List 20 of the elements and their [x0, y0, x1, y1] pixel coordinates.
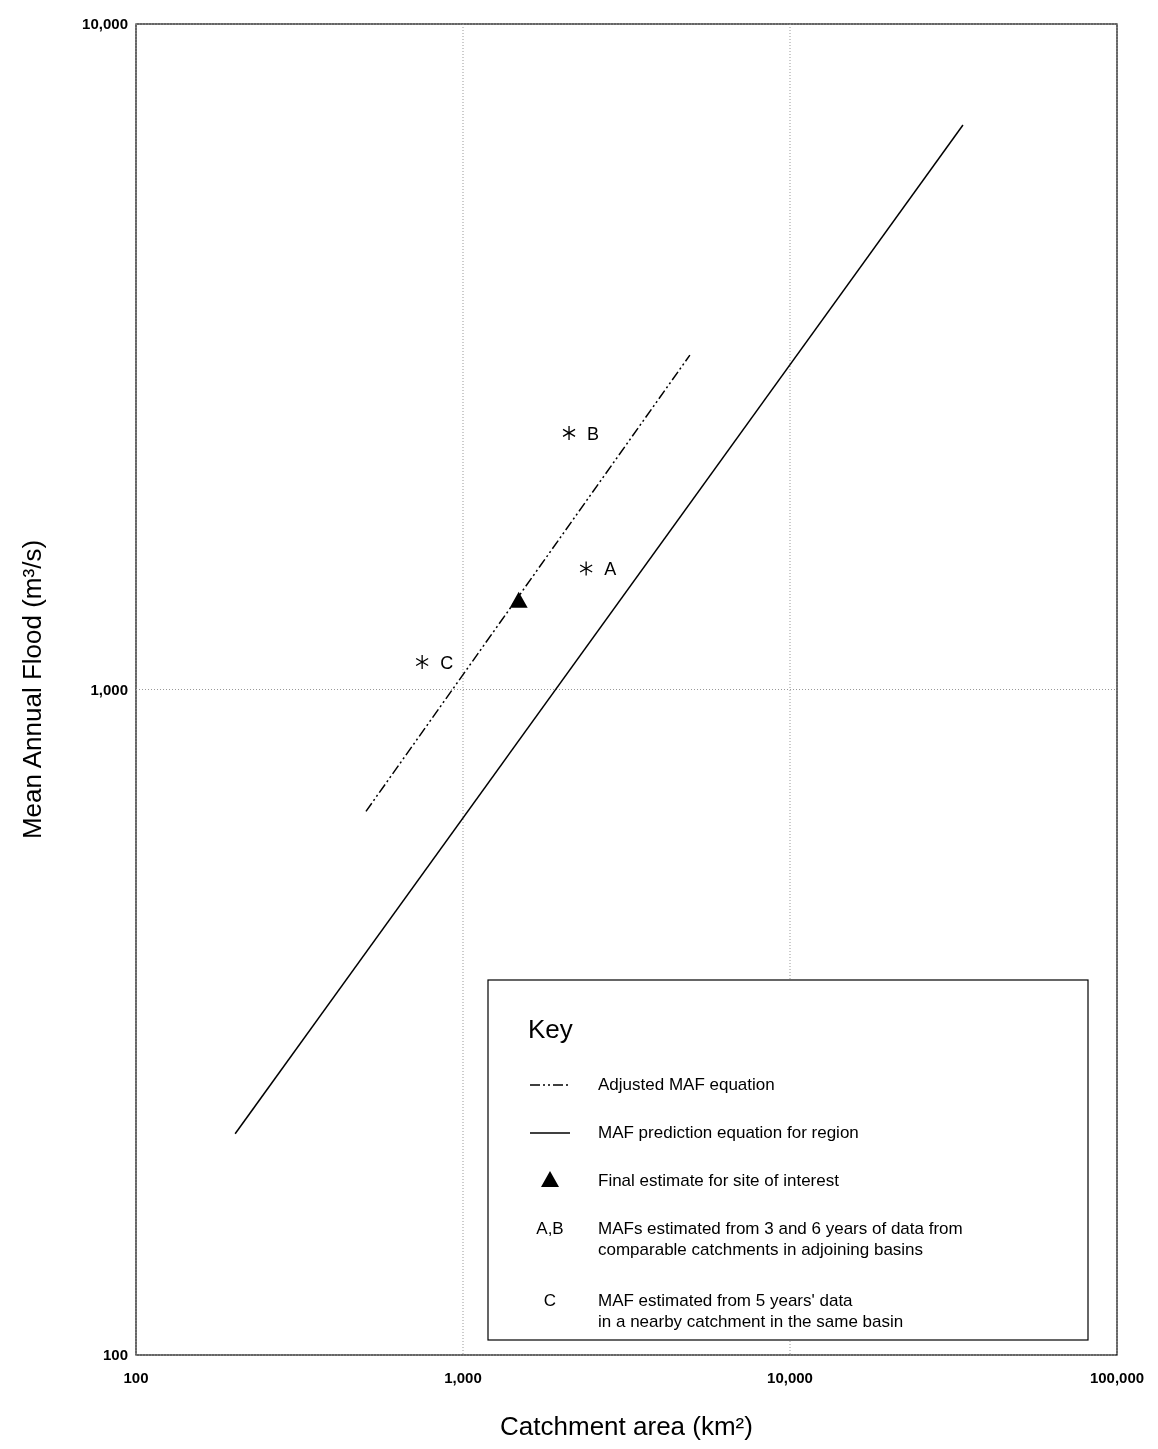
legend-label: Final estimate for site of interest: [598, 1171, 840, 1190]
annotation: B: [587, 423, 600, 444]
y-tick-label: 100: [102, 1346, 128, 1363]
y-axis-title: Mean Annual Flood (m³/s): [17, 539, 47, 840]
annotation: C: [440, 652, 454, 673]
x-tick-label: 100: [123, 1369, 149, 1386]
annotation: A: [604, 559, 617, 580]
annotation: MAF estimated from 5 years' data in a nearby catchment in the same basin: [598, 1291, 904, 1331]
x-axis-title: Catchment area (km²): [500, 1411, 753, 1441]
x-tick-label: 100,000: [1089, 1369, 1145, 1386]
annotation: A,B: [536, 1219, 564, 1238]
y-tick-label: 10,000: [82, 15, 128, 32]
legend-label: MAF prediction equation for region: [598, 1123, 859, 1142]
annotation: C: [543, 1291, 557, 1310]
x-tick-label: 10,000: [767, 1369, 813, 1386]
y-tick-label: 1,000: [90, 680, 128, 698]
annotation: MAFs estimated from 3 and 6 years of data from comparable catchments in adjoining basins: [598, 1219, 963, 1259]
x-tick-label: 1,000: [444, 1369, 482, 1386]
legend-title: Key: [528, 1014, 573, 1044]
legend-label: Adjusted MAF equation: [598, 1075, 775, 1094]
